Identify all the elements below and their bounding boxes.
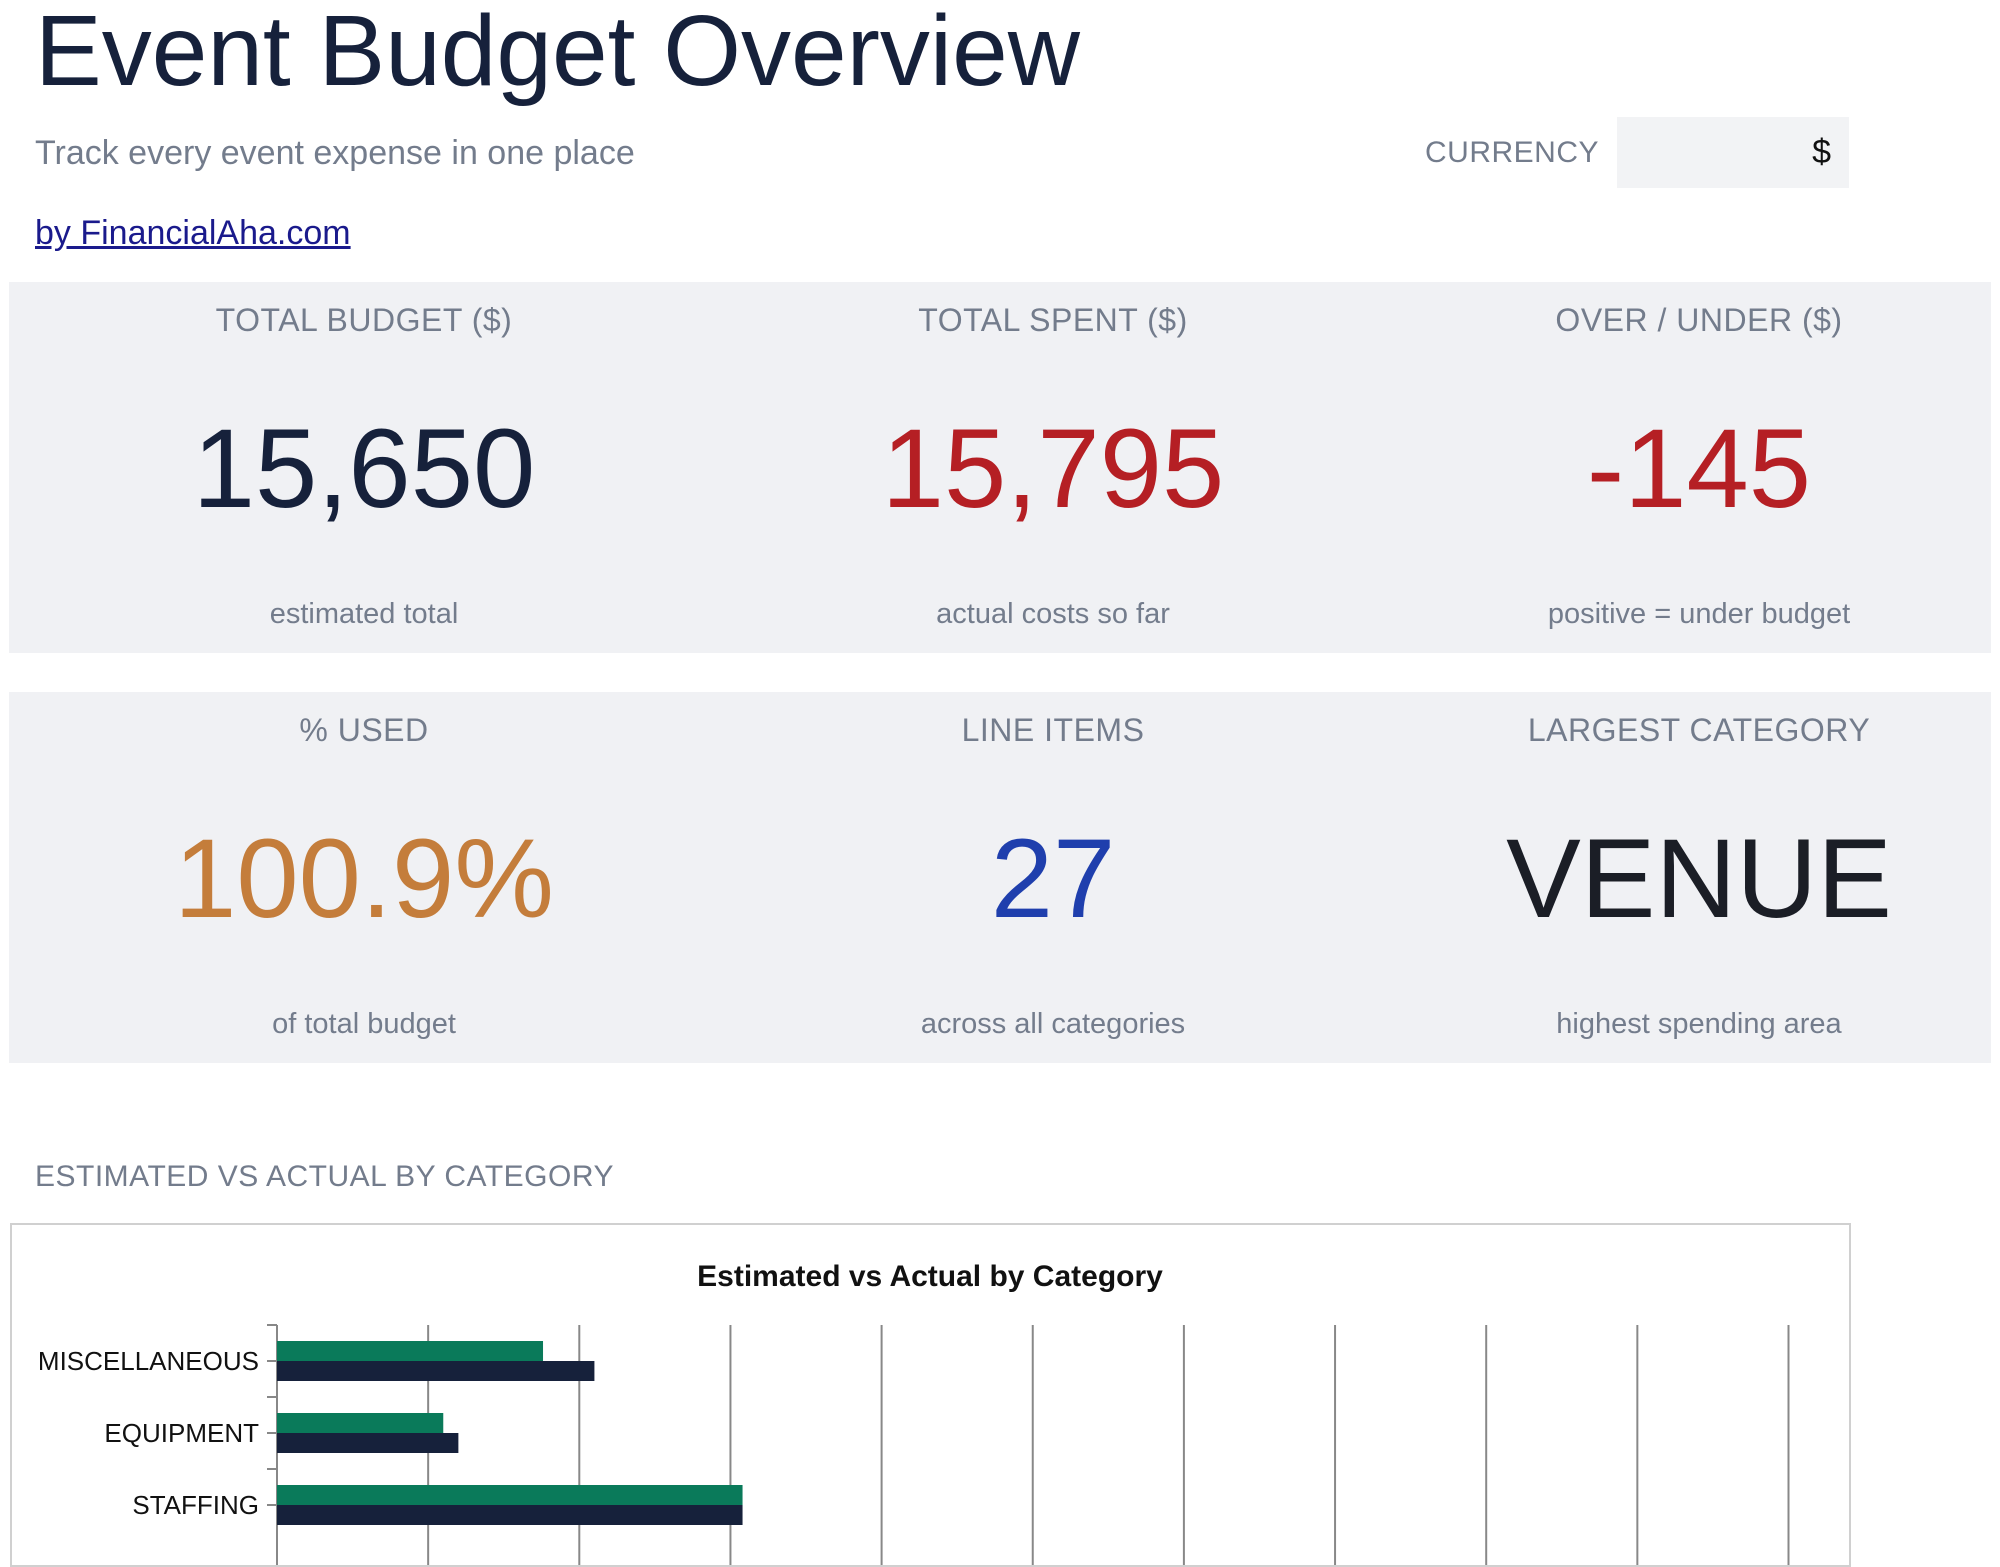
currency-input[interactable]: $ [1617,117,1849,188]
kpi-value: VENUE [1506,816,1892,941]
kpi-note: highest spending area [1556,1008,1842,1040]
chart-container[interactable]: Estimated vs Actual by Category MISCELLAN… [10,1223,1851,1567]
kpi-largest-category: LARGEST CATEGORY VENUE highest spending … [1389,692,2000,1063]
kpi-label: % USED [299,712,429,748]
kpi-label: LINE ITEMS [961,712,1145,748]
page-subtitle: Track every event expense in one place [35,134,635,172]
bar [277,1433,459,1453]
category-label: EQUIPMENT [104,1418,259,1448]
kpi-label: TOTAL BUDGET ($) [215,302,513,338]
bar [277,1485,743,1505]
kpi-label: TOTAL SPENT ($) [918,302,1188,338]
currency-label: CURRENCY [1425,136,1600,169]
kpi-value: 15,650 [192,406,536,531]
kpi-value: -145 [1586,406,1812,531]
kpi-note: actual costs so far [936,598,1170,630]
category-label: MISCELLANEOUS [38,1346,259,1376]
category-label: STAFFING [132,1490,259,1520]
kpi-over-under: OVER / UNDER ($) -145 positive = under b… [1389,282,2000,653]
page-title: Event Budget Overview [35,0,1080,107]
kpi-value: 100.9% [174,816,554,941]
kpi-label: LARGEST CATEGORY [1527,712,1871,748]
bar [277,1341,544,1361]
chart-title: Estimated vs Actual by Category [697,1260,1163,1293]
kpi-line-items: LINE ITEMS 27 across all categories [743,692,1363,1063]
bar [277,1361,595,1381]
kpi-note: positive = under budget [1547,598,1851,630]
kpi-note: of total budget [272,1008,456,1040]
bar [277,1413,444,1433]
kpi-total-budget: TOTAL BUDGET ($) 15,650 estimated total [54,282,674,653]
kpi-total-spent: TOTAL SPENT ($) 15,795 actual costs so f… [743,282,1363,653]
chart-section-heading: ESTIMATED VS ACTUAL BY CATEGORY [35,1160,614,1193]
kpi-label: OVER / UNDER ($) [1555,302,1843,338]
kpi-note: across all categories [920,1008,1186,1040]
bar-chart: Estimated vs Actual by Category MISCELLAN… [38,1260,1790,1565]
kpi-panel-bottom: % USED 100.9% of total budget LINE ITEMS… [9,692,1991,1063]
kpi-value: 27 [990,816,1116,941]
kpi-note: estimated total [269,598,459,630]
credit-link[interactable]: by FinancialAha.com [35,214,351,252]
kpi-panel-top: TOTAL BUDGET ($) 15,650 estimated total … [9,282,1991,653]
bar [277,1505,743,1525]
kpi-percent-used: % USED 100.9% of total budget [54,692,674,1063]
kpi-value: 15,795 [881,406,1225,531]
